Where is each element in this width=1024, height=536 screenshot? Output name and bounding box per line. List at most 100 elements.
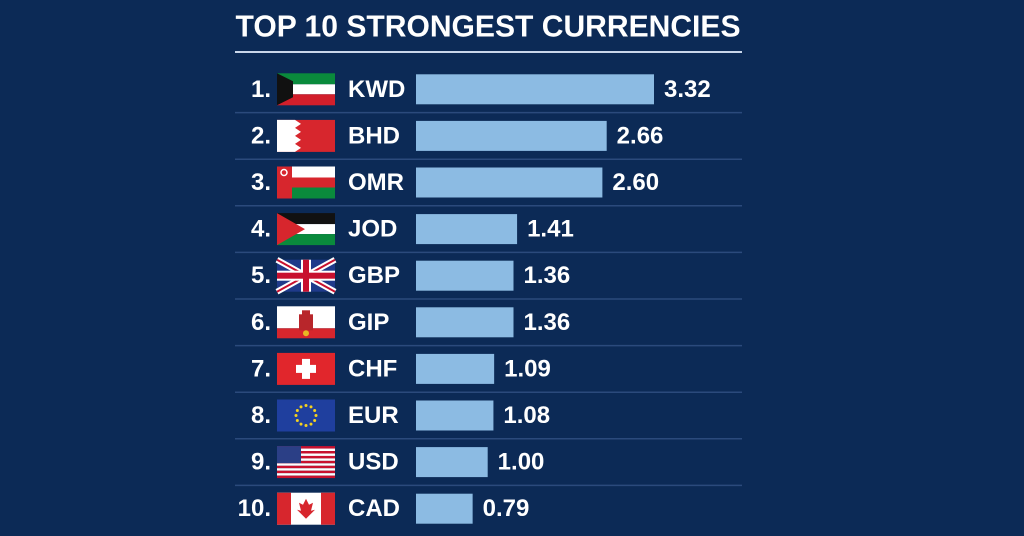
bar bbox=[416, 260, 514, 291]
flag-icon bbox=[277, 352, 335, 385]
flag-icon bbox=[277, 73, 335, 106]
value-label: 1.36 bbox=[523, 309, 570, 336]
flag-icon bbox=[277, 492, 335, 525]
flag-part bbox=[299, 422, 303, 426]
flag-part bbox=[277, 166, 292, 199]
value-label: 0.79 bbox=[483, 495, 530, 522]
bar bbox=[416, 400, 494, 431]
category-label: JOD bbox=[348, 216, 397, 243]
category-label: KWD bbox=[348, 76, 405, 103]
value-label: 2.66 bbox=[617, 122, 664, 149]
flag-part bbox=[277, 213, 335, 225]
bar bbox=[416, 447, 488, 478]
flag-part bbox=[277, 224, 335, 235]
bar bbox=[416, 120, 607, 151]
flag-icon bbox=[277, 213, 335, 246]
flag-part bbox=[277, 453, 335, 456]
rank-label: 4. bbox=[251, 216, 271, 243]
rank-label: 3. bbox=[251, 169, 271, 196]
flag-part bbox=[296, 364, 316, 373]
value-label: 3.32 bbox=[664, 76, 711, 103]
flag-part bbox=[277, 448, 335, 452]
value-label: 2.60 bbox=[612, 169, 659, 196]
bar bbox=[416, 167, 603, 198]
rank-label: 6. bbox=[251, 309, 271, 336]
flag-part bbox=[309, 405, 313, 409]
flag-part bbox=[277, 473, 335, 476]
flag-part bbox=[321, 492, 335, 525]
flag-part bbox=[304, 424, 308, 427]
flag-part bbox=[277, 73, 293, 106]
bar bbox=[416, 307, 514, 338]
bar bbox=[416, 74, 654, 105]
flag-part bbox=[277, 73, 335, 85]
flag-part bbox=[314, 414, 318, 417]
flag-part bbox=[277, 470, 335, 474]
flag-part bbox=[277, 272, 335, 279]
category-label: GBP bbox=[348, 262, 400, 289]
flag-part bbox=[313, 409, 317, 412]
value-label: 1.36 bbox=[523, 262, 570, 289]
value-label: 1.08 bbox=[503, 402, 550, 429]
flag-part bbox=[277, 475, 335, 479]
flag-part bbox=[277, 166, 335, 178]
rank-label: 9. bbox=[251, 449, 271, 476]
flag-part bbox=[277, 458, 335, 461]
flag-part bbox=[303, 330, 309, 337]
rank-label: 8. bbox=[251, 402, 271, 429]
flag-part bbox=[304, 404, 308, 407]
rank-label: 2. bbox=[251, 122, 271, 149]
flag-part bbox=[277, 451, 335, 454]
flag-part bbox=[277, 465, 335, 469]
category-label: USD bbox=[348, 449, 399, 476]
flag-icon bbox=[277, 166, 335, 199]
flag-part bbox=[277, 234, 335, 246]
flag-icon bbox=[275, 257, 337, 295]
flag-part bbox=[299, 314, 313, 331]
bar bbox=[416, 353, 495, 384]
flag-icon bbox=[277, 399, 335, 432]
flag-part bbox=[277, 460, 335, 464]
flag-part bbox=[277, 468, 335, 471]
flag-part bbox=[299, 405, 303, 409]
flag-part bbox=[297, 498, 315, 519]
rank-label: 7. bbox=[251, 355, 271, 382]
category-label: OMR bbox=[348, 169, 404, 196]
rank-label: 10. bbox=[238, 495, 271, 522]
flag-part bbox=[277, 213, 305, 246]
flag-part bbox=[309, 422, 313, 426]
flag-part bbox=[313, 419, 317, 422]
bar bbox=[416, 493, 473, 524]
value-label: 1.00 bbox=[498, 449, 545, 476]
chart-title: TOP 10 STRONGEST CURRENCIES bbox=[236, 9, 741, 44]
flag-part bbox=[302, 310, 310, 317]
value-label: 1.41 bbox=[527, 216, 574, 243]
flag-part bbox=[277, 492, 291, 525]
bar bbox=[416, 214, 518, 245]
flag-part bbox=[277, 119, 301, 152]
flag-part bbox=[277, 463, 335, 466]
flag-part bbox=[277, 446, 335, 449]
rank-label: 5. bbox=[251, 262, 271, 289]
flag-icon bbox=[277, 119, 335, 152]
category-label: CHF bbox=[348, 355, 397, 382]
flag-part bbox=[294, 414, 298, 417]
flag-part bbox=[277, 177, 335, 188]
flag-part bbox=[277, 455, 335, 459]
flag-part bbox=[277, 94, 335, 106]
flag-part bbox=[277, 187, 335, 199]
flag-part bbox=[295, 409, 299, 412]
flag-part bbox=[295, 419, 299, 422]
category-label: BHD bbox=[348, 122, 400, 149]
rank-label: 1. bbox=[251, 76, 271, 103]
flag-part bbox=[277, 446, 301, 464]
flag-part bbox=[277, 84, 335, 95]
flag-part bbox=[280, 168, 288, 177]
flag-icon bbox=[277, 306, 335, 339]
flag-icon bbox=[277, 446, 335, 479]
value-label: 1.09 bbox=[504, 355, 551, 382]
category-label: GIP bbox=[348, 309, 389, 336]
category-label: CAD bbox=[348, 495, 400, 522]
